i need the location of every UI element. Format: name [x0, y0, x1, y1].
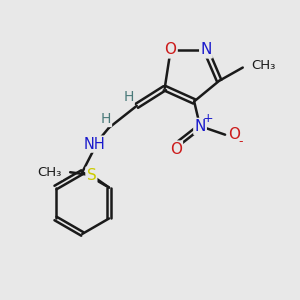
Text: H: H: [123, 90, 134, 104]
Text: N: N: [200, 42, 211, 57]
Text: H: H: [100, 112, 111, 126]
Text: +: +: [203, 112, 214, 125]
Text: O: O: [170, 142, 182, 157]
Text: CH₃: CH₃: [38, 166, 62, 179]
Text: -: -: [238, 135, 243, 148]
Text: S: S: [86, 168, 96, 183]
Text: N: N: [194, 119, 206, 134]
Text: O: O: [165, 42, 177, 57]
Text: O: O: [229, 127, 241, 142]
Text: CH₃: CH₃: [251, 59, 275, 72]
Text: NH: NH: [83, 136, 105, 152]
